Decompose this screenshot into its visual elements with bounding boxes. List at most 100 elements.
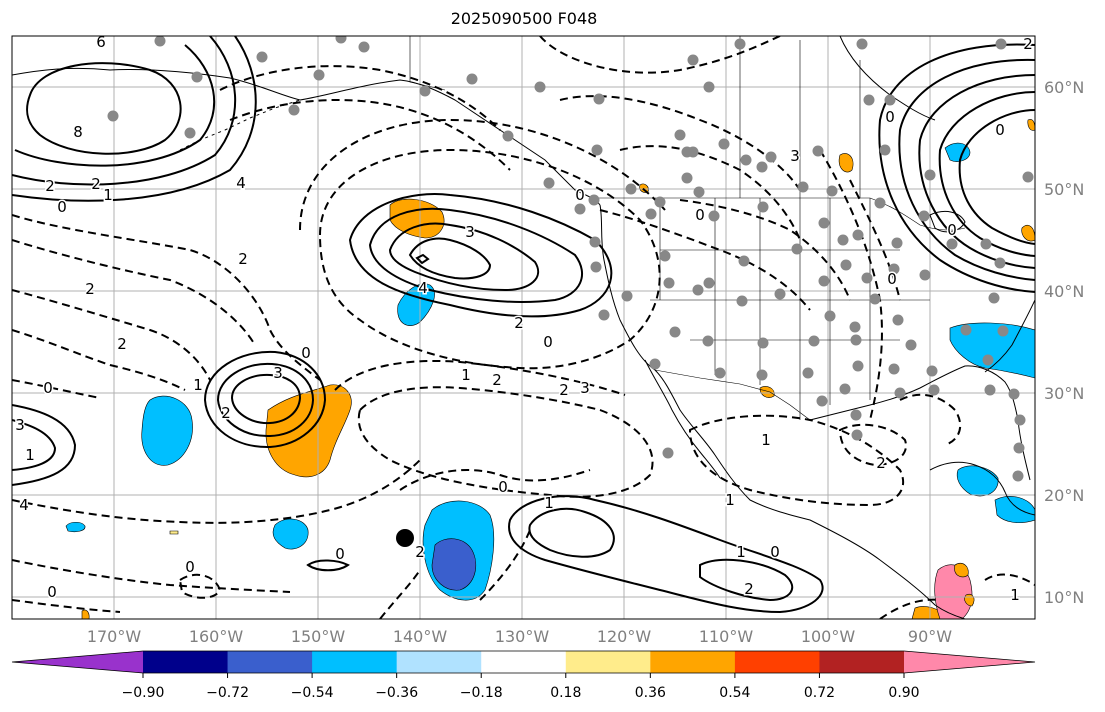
dashed-south-1 [12,459,421,524]
colorbar-tick-label: −0.36 [375,685,418,701]
us-west-coast [599,204,966,619]
contour-label: 2 [559,381,569,399]
west-edge-ring-2 [12,419,57,471]
contour-label: 2 [85,280,95,298]
contour-label: 1 [725,491,735,509]
lon-label: 170°W [87,627,142,646]
contour-label: 0 [947,221,957,239]
colorbar-segment [481,651,567,673]
contour-label: 1 [736,543,746,561]
positive-contours [12,36,1035,614]
aleutians [179,99,301,151]
contour-label: 3 [465,223,475,241]
contour-label: 2 [45,177,55,195]
colorbar-tick-label: 0.90 [888,685,919,701]
east-high-ring-3 [918,74,1035,269]
dashed-east-trough-2 [849,179,901,301]
contour-label: 8 [73,123,83,141]
colorbar-segment [734,651,820,673]
shade-cyan-small-1 [272,518,309,550]
dashed-canada-2 [559,95,801,191]
dashed-central-1 [399,469,591,491]
us-mexico-border [654,369,811,421]
shade-yellow-tiny [169,530,179,535]
contour-label: 6 [96,33,106,51]
lon-label: 120°W [597,627,652,646]
midpacific-high-ring-1 [203,350,327,449]
dashed-mexico-1 [688,414,905,507]
shade-cyan-mid-pacific [141,395,193,466]
dashed-central-2 [479,529,531,601]
contour-label: 2 [91,175,101,193]
contour-label: 1 [25,446,35,464]
contour-label: 0 [575,186,585,204]
dashed-around-high-1 [318,148,661,370]
lon-label: 140°W [393,627,448,646]
midpacific-high-ring-3 [230,373,302,425]
contour-label: 2 [221,404,231,422]
dashed-alaska-2 [229,99,511,171]
midpacific-high-ring-2 [216,362,315,438]
high-nw-ring-2 [14,44,216,167]
station-markers [107,36,1034,482]
contour-label: 4 [19,496,29,514]
political-borders [409,36,966,421]
colorbar-tick-label: −0.90 [122,685,165,701]
contour-label: 2 [117,335,127,353]
contour-label: 3 [15,416,25,434]
east-high-ring-2 [898,58,1035,281]
lat-label: 30°N [1044,384,1084,403]
lat-label: 50°N [1044,180,1084,199]
contour-label: 1 [761,431,771,449]
lat-label: 40°N [1044,282,1084,301]
dashed-canada-3 [619,145,801,241]
dashed-south-2 [12,559,291,593]
colorbar-segment [312,651,398,673]
contour-label: 0 [335,545,345,563]
colorbar-segment [650,651,736,673]
shade-blue-core [431,538,476,591]
dashed-sw-1 [879,598,941,619]
subtropical-high-ring-3 [388,222,540,292]
map-frame [11,35,1036,620]
shade-cyan-mexico-2 [994,496,1035,524]
dashed-alaska-1 [219,65,501,131]
contour-label: 0 [301,344,311,362]
lon-label: 110°W [699,627,754,646]
subtropical-high-ring-1 [348,193,613,318]
colorbar-segment [396,651,482,673]
dashed-central-3 [379,569,421,619]
contour-label: 0 [47,583,57,601]
contour-label: 3 [790,147,800,165]
dashed-mexico-2 [838,423,907,467]
colorbar-tick-label: 0.36 [635,685,666,701]
contour-label: 0 [770,543,780,561]
contour-label: 1 [1010,586,1020,604]
shaded-fields [65,119,1035,619]
south-high-ring-2 [528,507,615,558]
high-nw-ring-4 [12,36,257,202]
contour-label: 2 [744,580,754,598]
colorbar-segment [565,651,651,673]
colorbar-tick-label: 0.18 [550,685,581,701]
colorbar-tick-label: −0.54 [291,685,334,701]
lat-label: 60°N [1044,78,1084,97]
east-high-ring-5 [958,109,1035,245]
contour-label: 1 [103,186,113,204]
lat-label: 20°N [1044,486,1084,505]
contour-label: 1 [461,366,471,384]
contour-label: 0 [498,478,508,496]
east-coast [984,299,1035,373]
colorbar-segment [227,651,313,673]
contour-lines [12,36,1035,619]
great-lakes [929,211,966,233]
contour-label: 0 [43,379,53,397]
contour-label: 0 [57,198,67,216]
high-nw-ring-3 [12,36,236,186]
colorbar-tick-label: −0.18 [460,685,503,701]
high-nw-ring-1 [26,62,182,155]
dashed-pacific-5 [12,379,101,399]
